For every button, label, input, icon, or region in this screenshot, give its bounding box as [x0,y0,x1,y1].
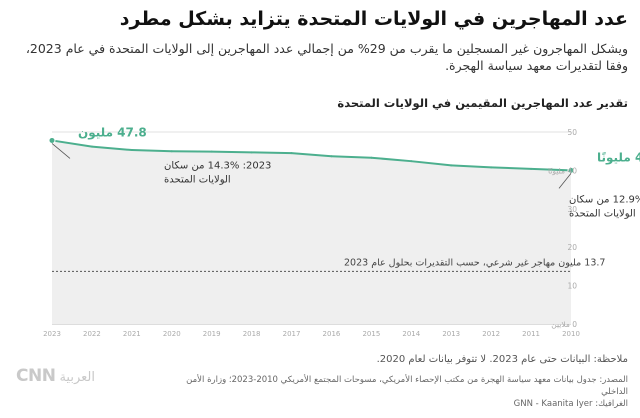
area-fill [52,140,571,324]
x-tick-label: 2013 [442,330,460,338]
series-line-segment [330,155,373,159]
series-line-segment [410,160,453,167]
data-point [48,136,56,144]
series-line-segment [210,150,253,154]
source-text: المصدر: جدول بيانات معهد سياسة الهجرة من… [158,374,628,410]
y-tick-label: 30 [567,205,577,214]
x-tick-label: 2011 [522,330,540,338]
x-tick-label: 2017 [283,330,301,338]
series-line-segment [490,166,533,170]
y-tick-label: 40 مليونًا [548,166,577,175]
logo-arabic: العربية [59,370,95,385]
source-line: المصدر: جدول بيانات معهد سياسة الهجرة من… [186,375,628,397]
series-line-segment [530,167,572,172]
annotations-layer: 47.8 مليون 40 مليونًا 2023: 14.3% من سكان ا… [51,125,640,268]
end-value-label: 47.8 مليون [78,125,147,140]
page-subtitle: ويشكل المهاجرون غير المسجلين ما يقرب من … [25,41,628,73]
x-tick-labels: 2010 2011 2012 2013 2014 2015 2016 2017 2018 2019… [43,330,580,338]
series-line-segment [450,164,493,169]
series-line-segment [290,152,333,158]
chart-note: ملاحظة: البيانات حتى عام 2023. لا تتوفر … [376,354,628,365]
x-tick-label: 2010 [562,330,580,338]
start-value-label: 40 مليونًا [597,150,640,165]
cnn-logo: CNN العربية [16,366,95,386]
x-tick-label: 2022 [83,330,101,338]
x-tick-label: 2016 [323,330,341,338]
note-2023-line1: 2023: 14.3% من سكان [164,160,271,171]
logo-text: CNN [16,366,56,386]
note-2010-line1: 2010: 12.9% من سكان [569,194,640,205]
series-line-layer [51,139,572,172]
y-tick-label: 0 ملايين [551,320,577,329]
series-line-segment [51,139,93,148]
chart-title: تقدير عدد المهاجرين المقيمين في الولايات… [337,96,628,110]
x-tick-label: 2023 [43,330,61,338]
series-line-segment [370,156,413,163]
x-tick-label: 2015 [362,330,380,338]
series-line-segment [250,151,293,155]
x-tick-label: 2012 [482,330,500,338]
series-line-segment [130,149,173,153]
data-points-layer [48,136,575,174]
x-tick-label: 2014 [402,330,420,338]
y-tick-labels: 0 ملايين 10 20 30 40 مليونًا 50 [548,128,577,329]
note-2023-line2: الولايات المتحدة [164,174,231,185]
data-point [567,166,575,174]
reference-label: 13.7 مليون مهاجر غير شرعي، حسب التقديرات… [344,257,605,268]
annotation-leader-2023 [51,143,71,159]
x-tick-label: 2020 [163,330,181,338]
y-tick-label: 20 [567,243,577,252]
x-tick-label: 2019 [203,330,221,338]
note-2010-line2: الولايات المتحدة [569,208,636,219]
x-tick-label: 2018 [243,330,261,338]
page-title: عدد المهاجرين في الولايات المتحدة يتزايد… [119,8,628,30]
annotation-leader-2010 [558,173,572,189]
x-tick-label: 2021 [123,330,141,338]
y-tick-label: 10 [567,282,577,291]
credit-line: الغرافيك: GNN - Kaanita Iyer [513,399,628,409]
series-line-segment [90,145,133,152]
y-tick-label: 50 [567,128,577,137]
